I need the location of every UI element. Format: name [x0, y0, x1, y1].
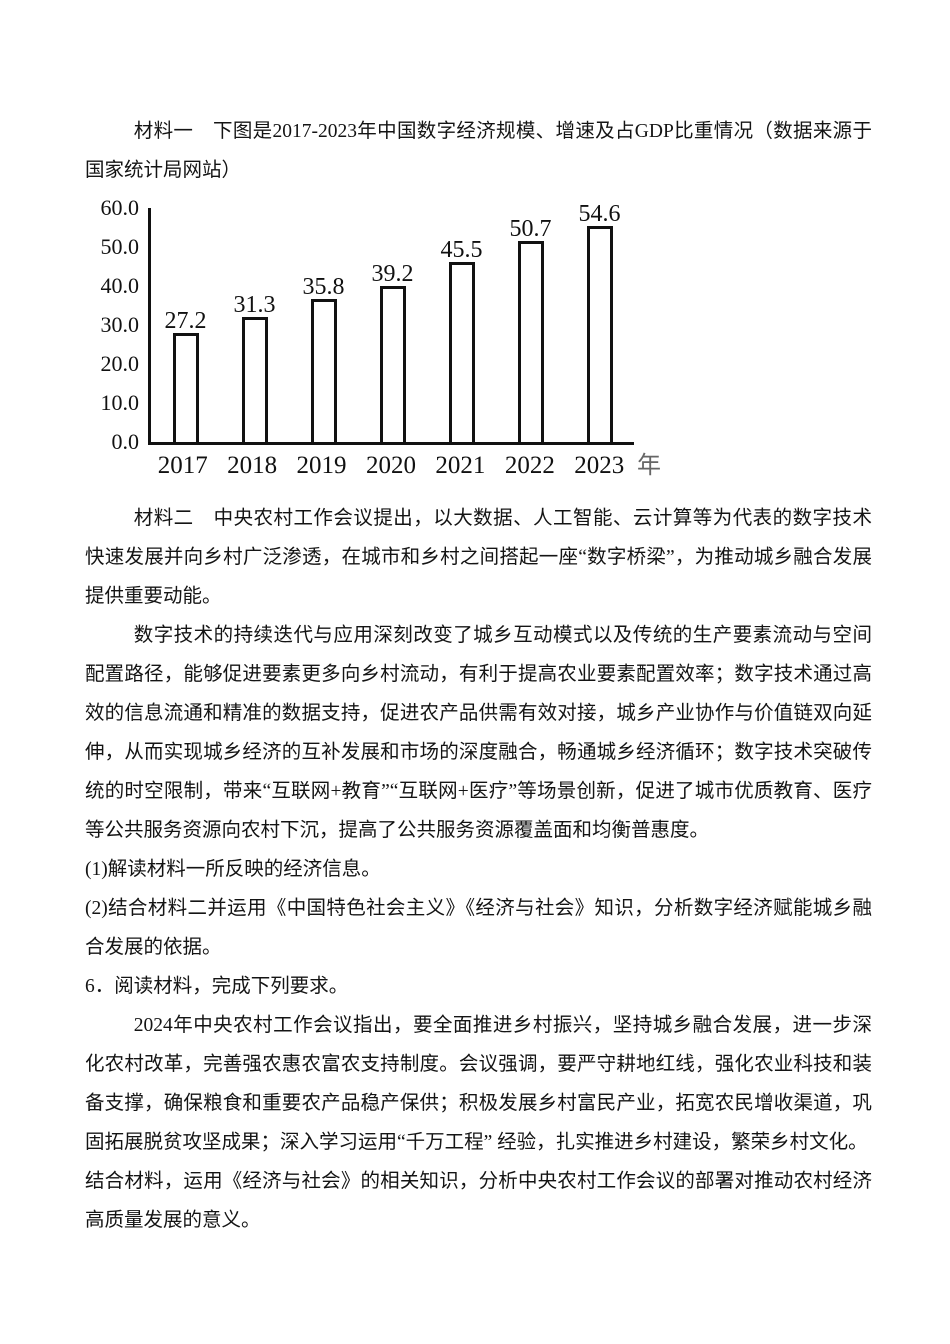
chart-body: 60.0 50.0 40.0 30.0 20.0 10.0 0.0 27.2 31.3 35.8… [85, 195, 872, 454]
question-6-task: 结合材料，运用《经济与社会》的相关知识，分析中央农村工作会议的部署对推动农村经济… [85, 1171, 872, 1231]
y-axis-tick-label: 40.0 [100, 273, 140, 298]
material2-paragraph: 材料二 中央农村工作会议提出，以大数据、人工智能、云计算等为代表的数字技术快速发… [85, 508, 872, 607]
bar-value-label: 27.2 [164, 308, 207, 334]
x-axis-tick-label: 2022 [504, 452, 555, 479]
y-axis-tick-label: 0.0 [111, 429, 140, 454]
bar: 35.8 [303, 274, 345, 442]
question-1: (1)解读材料一所反映的经济信息。 [85, 859, 381, 880]
question-2: (2)结合材料二并运用《中国特色社会主义》《经济与社会》知识，分析数字经济赋能城… [85, 898, 872, 958]
bar-value-label: 54.6 [578, 201, 621, 227]
bar: 54.6 [579, 201, 621, 442]
bar: 39.2 [372, 261, 414, 442]
chart-plot: 27.2 31.3 35.8 39.2 45.5 50.7 54.6 [148, 201, 634, 445]
bar-value-label: 45.5 [440, 237, 483, 263]
bar-chart: 60.0 50.0 40.0 30.0 20.0 10.0 0.0 27.2 31.3 35.8… [85, 192, 872, 481]
x-axis-unit-label: 年 [637, 453, 661, 479]
x-axis-tick-label: 2020 [365, 452, 416, 479]
chart-y-axis: 60.0 50.0 40.0 30.0 20.0 10.0 0.0 [85, 195, 148, 454]
digital-tech-paragraph: 数字技术的持续迭代与应用深刻改变了城乡互动模式以及传统的生产要素流动与空间配置路… [85, 625, 872, 841]
bar-value-label: 31.3 [233, 292, 276, 318]
chart-x-labels: 2017 2018 2019 2020 2021 2022 2023 年 [148, 445, 661, 481]
bar: 50.7 [510, 216, 552, 442]
meeting-2024-paragraph: 2024年中央农村工作会议指出，要全面推进乡村振兴，坚持城乡融合发展，进一步深化… [85, 1015, 872, 1153]
x-axis-tick-label: 2019 [296, 452, 347, 479]
bar: 27.2 [165, 308, 207, 442]
x-axis-tick-label: 2021 [435, 452, 486, 479]
y-axis-tick-label: 10.0 [100, 390, 140, 415]
x-axis-tick-label: 2017 [157, 452, 208, 479]
y-axis-tick-label: 20.0 [100, 351, 140, 376]
bar-value-label: 39.2 [371, 261, 414, 287]
y-axis-tick-label: 50.0 [100, 234, 140, 259]
bar-value-label: 50.7 [509, 216, 552, 242]
y-axis-tick-label: 30.0 [100, 312, 140, 337]
x-axis-tick-label: 2023 [574, 452, 625, 479]
bar-value-label: 35.8 [302, 274, 345, 300]
material1-intro: 材料一 下图是2017-2023年中国数字经济规模、增速及占GDP比重情况（数据… [85, 121, 872, 181]
question-6-header: 6．阅读材料，完成下列要求。 [85, 976, 349, 997]
x-axis-tick-label: 2018 [227, 452, 278, 479]
y-axis-tick-label: 60.0 [100, 195, 140, 220]
bar: 45.5 [441, 237, 483, 442]
bar: 31.3 [234, 292, 276, 442]
